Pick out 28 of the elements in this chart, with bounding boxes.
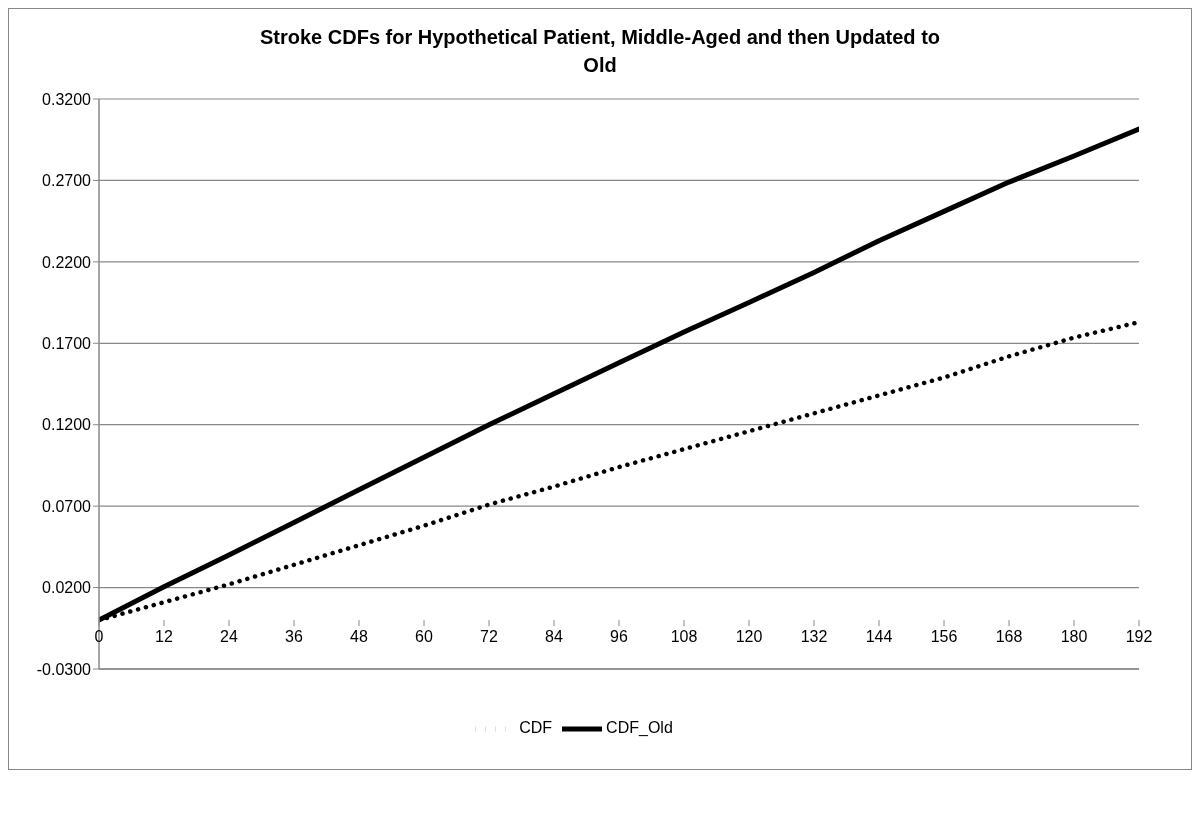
x-tick-label: 84: [545, 628, 563, 646]
x-tick-label: 60: [415, 628, 433, 646]
legend-label: CDF: [519, 719, 553, 737]
y-tick-label: 0.0700: [42, 497, 92, 515]
x-tick-label: 0: [94, 628, 104, 646]
x-tick-label: 48: [350, 628, 368, 646]
x-tick-label: 96: [610, 628, 628, 646]
chart-title: Stroke CDFs for Hypothetical Patient, Middle-Aged and then Updated to Old: [258, 25, 941, 78]
x-tick-label: 192: [1125, 628, 1153, 646]
y-tick-label: 0.1700: [42, 334, 92, 352]
y-tick-label: 0.2200: [42, 253, 92, 271]
y-tick-label: 0.2700: [42, 172, 92, 190]
x-tick-label: 120: [735, 628, 763, 646]
x-tick-label: 156: [930, 628, 958, 646]
y-tick-label: 0.3200: [42, 90, 92, 108]
x-tick-label: 132: [800, 628, 828, 646]
y-tick-label: 0.1200: [42, 416, 92, 434]
x-tick-label: 36: [285, 628, 303, 646]
x-tick-label: 24: [220, 628, 238, 646]
x-tick-label: 12: [155, 628, 173, 646]
y-tick-label: -0.0300: [36, 660, 92, 678]
legend-label: CDF_Old: [606, 719, 673, 737]
x-tick-label: 108: [670, 628, 698, 646]
x-tick-label: 168: [995, 628, 1023, 646]
y-tick-label: 0.0200: [42, 579, 92, 597]
x-tick-label: 72: [480, 628, 498, 646]
x-tick-label: 180: [1060, 628, 1088, 646]
x-tick-label: 144: [865, 628, 893, 646]
